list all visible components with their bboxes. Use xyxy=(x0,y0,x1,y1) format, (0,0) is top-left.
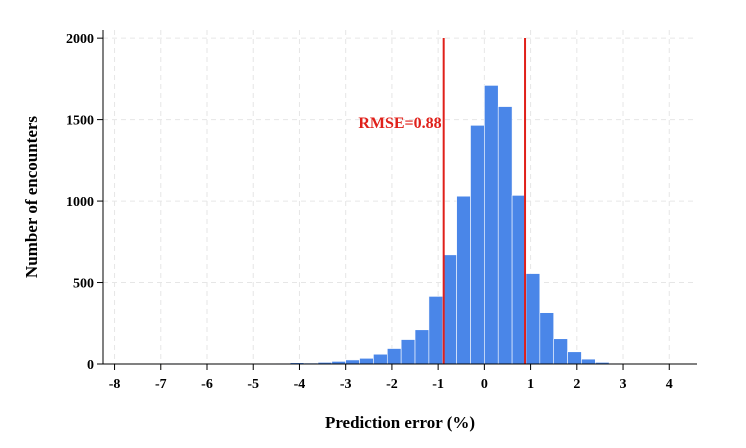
y-tick-label: 1500 xyxy=(66,114,94,129)
x-tick-label: -4 xyxy=(294,377,306,392)
y-axis-ticks: 0 500 1000 1500 2000 xyxy=(66,32,103,373)
histogram-bar xyxy=(414,329,430,365)
x-tick-label: 4 xyxy=(666,377,673,392)
x-tick-label: 3 xyxy=(620,377,627,392)
x-tick-label: -8 xyxy=(109,377,121,392)
x-tick-label: -5 xyxy=(247,377,259,392)
histogram-bar xyxy=(567,351,582,365)
histogram-bar xyxy=(400,339,416,365)
x-tick-label: -7 xyxy=(155,377,167,392)
rmse-lines xyxy=(442,38,527,364)
y-axis-title: Number of encounters xyxy=(22,116,41,278)
y-tick-label: 1000 xyxy=(66,195,94,210)
histogram-bar xyxy=(525,273,541,365)
y-tick-label: 0 xyxy=(87,358,94,373)
histogram-bar xyxy=(539,312,555,365)
histogram-bar xyxy=(359,357,374,365)
histogram-bar xyxy=(428,296,444,365)
y-tick-label: 500 xyxy=(73,277,94,292)
x-tick-label: -3 xyxy=(340,377,352,392)
histogram-bar xyxy=(456,195,471,365)
x-tick-label: -6 xyxy=(201,377,213,392)
x-tick-label: 0 xyxy=(481,377,488,392)
x-tick-label: -2 xyxy=(386,377,398,392)
x-axis-ticks: -8 -7 -6 -5 -4 -3 -2 -1 0 1 2 3 4 xyxy=(109,364,673,392)
histogram-bars xyxy=(123,85,679,365)
y-tick-label: 2000 xyxy=(66,32,94,47)
histogram-bar xyxy=(581,358,596,365)
histogram-bar xyxy=(442,254,457,365)
histogram-bar xyxy=(484,85,499,365)
x-axis-title: Prediction error (%) xyxy=(325,413,475,432)
gridlines xyxy=(103,30,697,365)
x-tick-label: 1 xyxy=(527,377,534,392)
histogram-bar xyxy=(470,125,485,365)
histogram-bar xyxy=(373,353,388,365)
histogram-bar xyxy=(511,195,527,365)
histogram-bar xyxy=(386,348,402,365)
histogram-bar xyxy=(497,106,513,365)
x-tick-label: 2 xyxy=(573,377,580,392)
histogram-bar xyxy=(553,338,568,365)
histogram-bar xyxy=(345,359,360,365)
x-tick-label: -1 xyxy=(432,377,444,392)
rmse-annotation: RMSE=0.88 xyxy=(358,115,441,132)
